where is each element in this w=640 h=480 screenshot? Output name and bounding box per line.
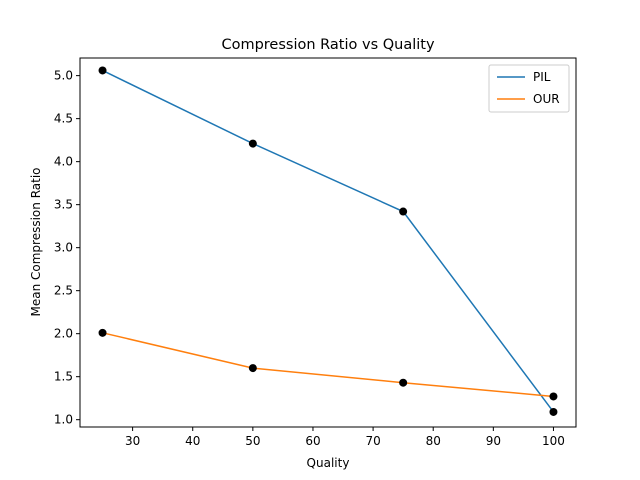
data-point-pil-3 (549, 407, 558, 416)
legend: PIL OUR (488, 64, 570, 113)
legend-label-our: OUR (533, 92, 560, 106)
legend-label-pil: PIL (533, 70, 551, 84)
series-line-our (102, 332, 554, 398)
chart-title: Compression Ratio vs Quality (221, 37, 435, 53)
x-tick-label: 70 (365, 434, 380, 448)
y-tick-label: 3.0 (54, 241, 73, 255)
y-tick-label: 4.5 (54, 112, 73, 126)
y-tick-label: 3.5 (54, 198, 73, 212)
y-axis-label: Mean Compression Ratio (29, 168, 43, 317)
x-tick-label: 40 (185, 434, 200, 448)
x-tick-label: 50 (245, 434, 260, 448)
x-axis-label: Quality (307, 456, 350, 470)
y-tick-label: 2.5 (54, 284, 73, 298)
y-tick-label: 5.0 (54, 69, 73, 83)
data-point-our-2 (399, 378, 408, 387)
x-tick-label: 80 (426, 434, 441, 448)
y-ticks: 1.0 1.5 2.0 2.5 3.0 3.5 4.0 4.5 5.0 (54, 69, 80, 427)
x-ticks: 30 40 50 60 70 80 90 100 (125, 427, 565, 448)
axes-frame (79, 57, 577, 428)
data-point-pil-1 (248, 139, 257, 148)
y-tick-label: 2.0 (54, 327, 73, 341)
x-tick-label: 60 (305, 434, 320, 448)
data-point-pil-2 (399, 207, 408, 216)
x-tick-label: 100 (542, 434, 565, 448)
data-point-our-1 (248, 364, 257, 373)
x-tick-label: 30 (125, 434, 140, 448)
data-point-pil-0 (98, 66, 107, 75)
axes (79, 57, 577, 428)
data-point-our-0 (98, 328, 107, 337)
series-line-pil (102, 69, 555, 413)
data-point-our-3 (549, 392, 558, 401)
plot-area (98, 66, 558, 416)
y-tick-label: 1.5 (54, 370, 73, 384)
y-tick-label: 4.0 (54, 155, 73, 169)
x-tick-label: 90 (486, 434, 501, 448)
y-tick-label: 1.0 (54, 413, 73, 427)
